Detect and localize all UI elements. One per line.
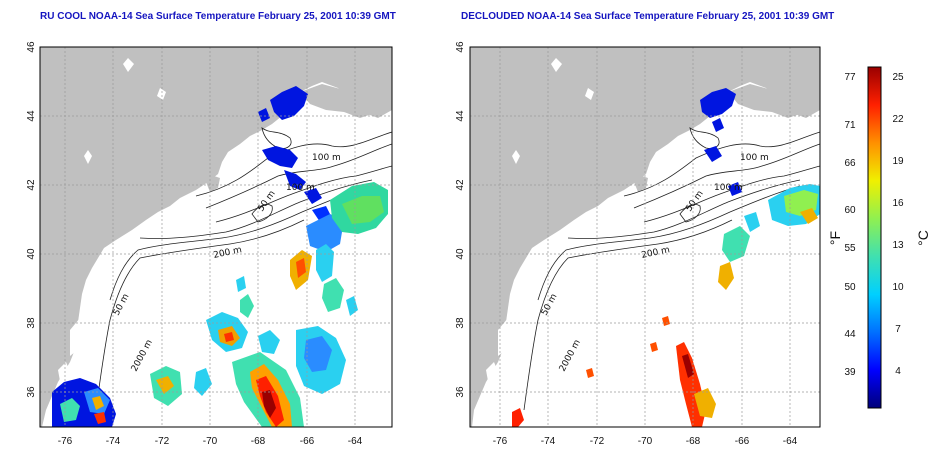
c-tick: 19: [892, 156, 904, 167]
lon-tick: -64: [783, 436, 798, 447]
cape-cod: [634, 176, 648, 192]
colorbar-ramp: [867, 66, 882, 409]
f-tick: 39: [844, 367, 856, 378]
map-panel-right: 100 m 100 m 50 m 200 m 50 m 2000 m -76 -…: [455, 41, 821, 447]
c-tick: 16: [892, 198, 904, 209]
f-tick: 55: [844, 243, 856, 254]
land-mass: [470, 47, 820, 427]
lon-ticks-left: -76 -74 -72 -70 -68 -66 -64: [58, 436, 363, 447]
lat-tick: 42: [26, 179, 37, 191]
lon-tick: -66: [735, 436, 750, 447]
lat-tick: 36: [455, 386, 466, 398]
contour-label-100m-b: 100 m: [286, 183, 315, 193]
colorbar-unit-fahrenheit: °F: [827, 231, 843, 245]
map-title-left: RU COOL NOAA-14 Sea Surface Temperature …: [40, 11, 396, 22]
lon-tick: -64: [348, 436, 363, 447]
sst-data-right: [512, 88, 820, 427]
lat-ticks-left: 36 38 40 42 44 46: [26, 41, 37, 398]
colorbar-c-ticks: 25 22 19 16 13 10 7 4: [892, 72, 904, 377]
f-tick: 66: [844, 158, 856, 169]
f-tick: 60: [844, 205, 856, 216]
lon-tick: -76: [493, 436, 508, 447]
nova-scotia: [300, 84, 372, 118]
lon-tick: -72: [155, 436, 170, 447]
lon-tick: -72: [590, 436, 605, 447]
sst-data-left: [52, 86, 388, 427]
c-tick: 4: [895, 366, 901, 377]
lat-tick: 36: [26, 386, 37, 398]
lat-tick: 38: [26, 317, 37, 329]
lat-tick: 46: [26, 41, 37, 53]
f-tick: 77: [844, 72, 856, 83]
c-tick: 22: [892, 114, 904, 125]
lat-tick: 40: [455, 248, 466, 260]
f-tick: 71: [844, 120, 856, 131]
colorbar-unit-celsius: °C: [915, 230, 931, 246]
lon-tick: -68: [251, 436, 266, 447]
map-frame: [469, 46, 821, 428]
graticule: [40, 47, 392, 427]
lon-tick: -70: [638, 436, 653, 447]
c-tick: 10: [892, 282, 904, 293]
lat-tick: 44: [26, 110, 37, 122]
map-title-right: DECLOUDED NOAA-14 Sea Surface Temperatur…: [461, 11, 835, 22]
map-panel-left: 100 m 100 m 50 m 200 m 50 m 2000 m -76 -…: [26, 41, 393, 447]
f-tick: 44: [844, 329, 856, 340]
contour-label-100m-a: 100 m: [312, 153, 341, 163]
bathymetry-contours: [523, 127, 821, 411]
lon-tick: -76: [58, 436, 73, 447]
lat-tick: 46: [455, 41, 466, 53]
lon-tick: -66: [300, 436, 315, 447]
f-tick: 50: [844, 282, 856, 293]
lat-tick: 38: [455, 317, 466, 329]
colorbar-f-ticks: 77 71 66 60 55 50 44 39: [844, 72, 856, 378]
lat-tick: 42: [455, 179, 466, 191]
lon-ticks-right: -76 -74 -72 -70 -68 -66 -64: [493, 436, 798, 447]
lat-tick: 40: [26, 248, 37, 260]
c-tick: 13: [892, 240, 904, 251]
lon-tick: -74: [541, 436, 556, 447]
lon-tick: -70: [203, 436, 218, 447]
lat-tick: 44: [455, 110, 466, 122]
nova-scotia: [728, 84, 800, 118]
contour-label-100m-a: 100 m: [740, 153, 769, 163]
colorbar: 77 71 66 60 55 50 44 39 25 22 19 16 13 1…: [827, 66, 931, 409]
land-mass: [40, 47, 392, 427]
map-frame: [39, 46, 393, 428]
lat-ticks-right: 36 38 40 42 44 46: [455, 41, 466, 398]
c-tick: 7: [895, 324, 901, 335]
contour-label-100m-b: 100 m: [714, 183, 743, 193]
graticule: [470, 47, 820, 427]
c-tick: 25: [892, 72, 904, 83]
inland-water: [486, 58, 594, 392]
lon-tick: -74: [106, 436, 121, 447]
bathymetry-contours: [95, 127, 393, 411]
cape-cod: [206, 176, 220, 192]
lon-tick: -68: [686, 436, 701, 447]
